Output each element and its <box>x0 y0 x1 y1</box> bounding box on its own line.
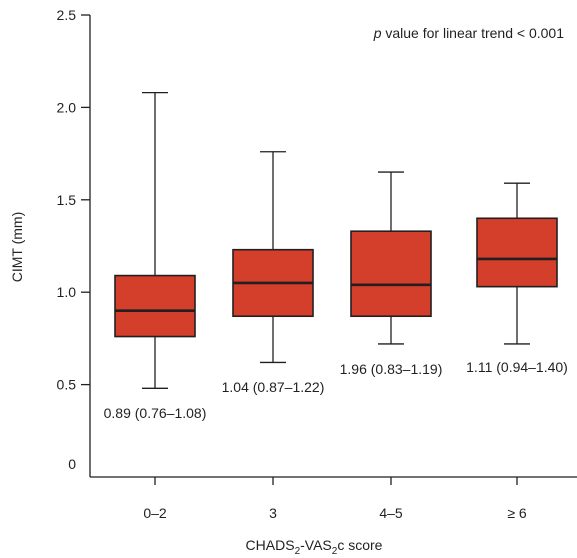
iqr-box <box>476 217 558 288</box>
x-axis-title-base: CHADS <box>246 537 295 553</box>
box-value-label: 0.89 (0.76–1.08) <box>104 405 207 421</box>
box-value-label: 1.04 (0.87–1.22) <box>222 379 325 395</box>
iqr-box <box>114 274 196 338</box>
y-tick-label: 1.0 <box>57 284 77 300</box>
boxes <box>114 91 558 389</box>
box-3 <box>350 171 432 345</box>
y-tick-label: 0.5 <box>57 377 77 393</box>
y-tick-label: 2.0 <box>57 99 77 115</box>
box-labels: 0.89 (0.76–1.08) 1.04 (0.87–1.22) 1.96 (0.… <box>104 359 568 421</box>
y-axis-title: CIMT (mm) <box>9 212 25 283</box>
y-ticks: 0 0.5 1.0 1.5 2.0 2.5 <box>57 7 90 472</box>
iqr-box <box>350 230 432 318</box>
y-tick-label: 1.5 <box>57 192 77 208</box>
x-axis-title: CHADS2-VAS2c score <box>246 537 383 557</box>
x-axis-title-sub1: 2 <box>295 546 301 557</box>
annotation-rest: value for linear trend < 0.001 <box>381 25 564 41</box>
box-value-label: 1.11 (0.94–1.40) <box>466 359 568 375</box>
x-tick-label: ≥ 6 <box>507 505 527 521</box>
box-2 <box>232 151 314 364</box>
x-axis-title-mid: -VAS <box>300 537 332 553</box>
x-tick-label: 4–5 <box>379 505 403 521</box>
x-tick-label: 3 <box>269 505 277 521</box>
y-tick-label: 2.5 <box>57 7 77 23</box>
annotation-p: p <box>373 25 382 41</box>
trend-annotation: p value for linear trend < 0.001 <box>373 25 565 41</box>
x-tick-label: 0–2 <box>143 505 167 521</box>
y-tick-label: 0 <box>68 456 76 472</box>
x-axis-title-sub2: 2 <box>332 546 338 557</box>
box-4 <box>476 182 558 345</box>
box-value-label: 1.96 (0.83–1.19) <box>340 361 443 377</box>
axes <box>89 15 577 478</box>
x-axis-title-tail: c score <box>337 537 382 553</box>
x-ticks: 0–2 3 4–5 ≥ 6 <box>143 477 527 521</box>
box-1 <box>114 91 196 389</box>
